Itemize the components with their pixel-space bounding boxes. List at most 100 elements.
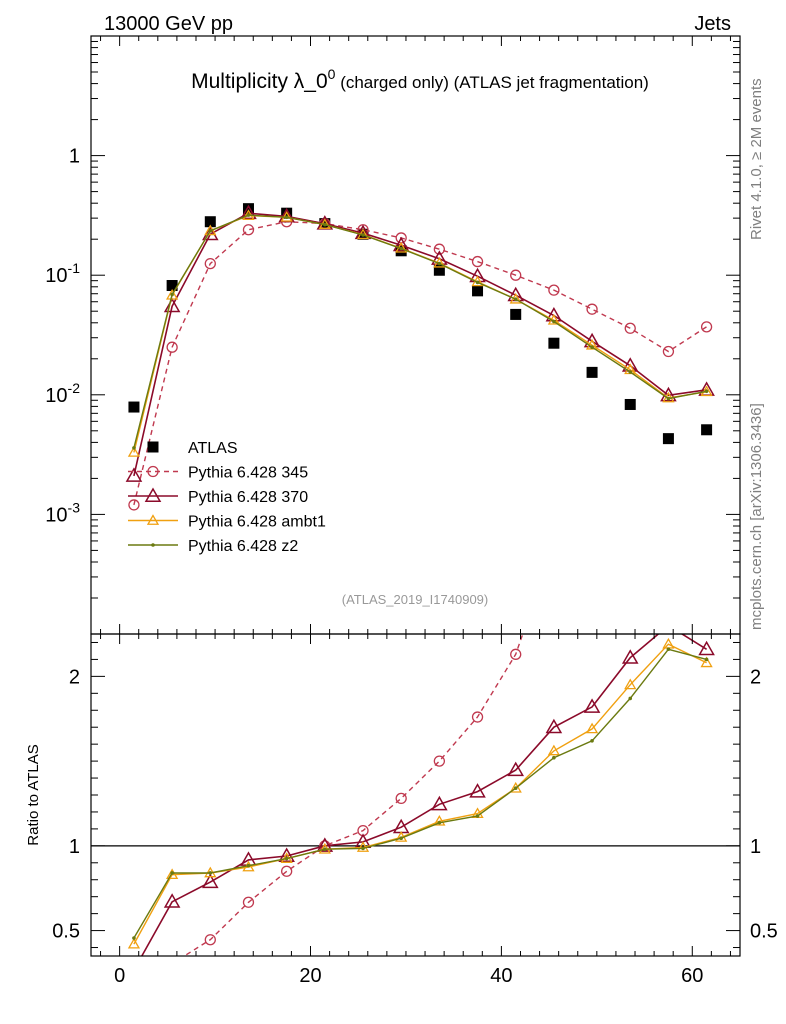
- main-point-p370-1: [163, 297, 181, 313]
- main-point-z2-7: [399, 246, 403, 251]
- ratio-point-p345-4: [281, 865, 293, 877]
- main-line-p370: [133, 212, 707, 477]
- main-ytick-label-3: 1: [69, 146, 80, 168]
- title-suffix: (charged only) (ATLAS jet fragmentation): [335, 73, 648, 92]
- plot-title: Multiplicity λ_00 (charged only) (ATLAS …: [191, 66, 649, 93]
- main-point-z2-1: [170, 292, 174, 297]
- main-point-p370-0: [125, 467, 143, 482]
- ratio-point-z2-0: [132, 936, 136, 940]
- main-point-z2-15: [704, 389, 709, 394]
- main-line-ambt1: [133, 214, 707, 453]
- ratio-point-p345-10: [510, 648, 522, 660]
- ratio-point-p370-14: [661, 619, 675, 631]
- main-point-p345-3: [242, 224, 255, 236]
- ratio-point-p345-7: [395, 792, 407, 805]
- main-point-p370-3: [240, 204, 257, 220]
- ratio-point-ambt1-13: [624, 678, 637, 690]
- ratio-point-p370-5: [316, 837, 334, 852]
- main-point-z2-14: [666, 396, 671, 401]
- main-point-atlas-8: [433, 264, 445, 276]
- title-sup: 0: [328, 66, 336, 82]
- main-point-p345-11: [548, 284, 560, 296]
- ratio-point-z2-5: [323, 847, 327, 852]
- ratio-point-z2-6: [361, 846, 365, 851]
- x-tick-label-1: 20: [299, 965, 321, 987]
- main-point-z2-2: [208, 229, 213, 233]
- main-point-z2-4: [284, 215, 289, 220]
- ratio-point-p370-12: [583, 698, 601, 713]
- ratio-point-p370-13: [621, 649, 639, 664]
- ratio-point-ambt1-10: [509, 781, 522, 793]
- ratio-point-z2-4: [284, 856, 289, 861]
- legend: ATLAS Pythia 6.428 345 Pythia 6.428 370 Pyt…: [128, 440, 326, 555]
- ratio-point-ambt1-8: [433, 814, 446, 826]
- main-point-atlas-1: [166, 280, 178, 292]
- ratio-line-z2: [133, 648, 707, 939]
- main-point-atlas-0: [128, 401, 140, 413]
- ratio-point-p345-1: [167, 959, 177, 969]
- ratio-point-z2-10: [513, 786, 518, 791]
- main-point-p345-1: [166, 341, 178, 353]
- legend-label-p370: Pythia 6.428 370: [188, 489, 308, 506]
- main-point-p370-7: [392, 236, 410, 252]
- main-point-atlas-13: [624, 398, 636, 410]
- main-point-p345-13: [624, 322, 636, 334]
- header-energy: 13000 GeV pp: [104, 13, 233, 35]
- main-point-p345-8: [433, 243, 446, 255]
- legend-label-ambt1: Pythia 6.428 ambt1: [188, 514, 326, 531]
- main-point-p370-2: [202, 225, 219, 241]
- ratio-point-p370-9: [469, 783, 486, 798]
- ratio-point-z2-8: [437, 820, 442, 825]
- main-point-p345-15: [700, 321, 713, 333]
- ratio-point-ambt1-0: [127, 937, 141, 949]
- main-point-ambt1-1: [166, 288, 179, 300]
- legend-label-p345: Pythia 6.428 345: [188, 465, 308, 482]
- main-point-atlas-10: [510, 308, 522, 320]
- ratio-point-ambt1-15: [700, 656, 713, 668]
- ratio-point-p345-0: [129, 985, 139, 995]
- ratio-point-p345-12: [587, 437, 597, 447]
- ratio-ytick-label-left-2: 2: [69, 666, 80, 688]
- ratio-point-ambt1-6: [356, 841, 370, 852]
- ratio-point-z2-14: [666, 647, 671, 652]
- main-ytick-label-1: 10-2: [45, 380, 80, 407]
- ratio-ytick-label-right-2: 2: [750, 666, 761, 688]
- ratio-point-p370-0: [127, 963, 141, 975]
- ratio-point-p345-8: [433, 755, 446, 767]
- main-point-z2-8: [437, 261, 442, 266]
- ratio-point-z2-11: [552, 755, 556, 760]
- main-point-atlas-9: [472, 285, 484, 297]
- main-point-z2-5: [323, 222, 327, 227]
- ratio-point-p345-11: [549, 539, 559, 549]
- header-process: Jets: [694, 13, 731, 35]
- ratio-point-ambt1-12: [585, 722, 599, 734]
- main-point-p345-10: [510, 269, 522, 281]
- ratio-point-p345-9: [471, 711, 484, 723]
- analysis-id: (ATLAS_2019_I1740909): [342, 592, 488, 607]
- main-point-atlas-11: [548, 337, 560, 349]
- ratio-point-z2-3: [246, 863, 251, 868]
- ratio-point-p370-8: [431, 795, 448, 811]
- ratio-point-z2-7: [399, 836, 403, 841]
- legend-marker-ambt1: [146, 514, 160, 525]
- title-main: Multiplicity λ_0: [191, 70, 328, 93]
- main-line-p345: [133, 220, 707, 506]
- legend-marker-atlas: [147, 441, 159, 453]
- ratio-line-ambt1: [133, 643, 707, 945]
- ratio-point-p345-2: [204, 934, 216, 946]
- ratio-point-z2-2: [208, 871, 213, 875]
- main-point-p345-14: [662, 345, 675, 358]
- legend-marker-z2: [151, 543, 155, 547]
- main-point-z2-3: [246, 213, 251, 217]
- legend-marker-p370: [144, 487, 162, 502]
- main-point-atlas-12: [586, 366, 598, 378]
- main-point-ambt1-0: [127, 446, 141, 457]
- main-point-z2-0: [132, 446, 136, 450]
- legend-label-atlas: ATLAS: [188, 440, 238, 457]
- main-point-p370-4: [278, 207, 295, 223]
- ratio-ytick-label-right-1: 1: [750, 836, 761, 858]
- ratio-point-z2-1: [170, 871, 174, 875]
- main-point-atlas-14: [662, 433, 674, 445]
- x-tick-label-0: 0: [114, 965, 125, 987]
